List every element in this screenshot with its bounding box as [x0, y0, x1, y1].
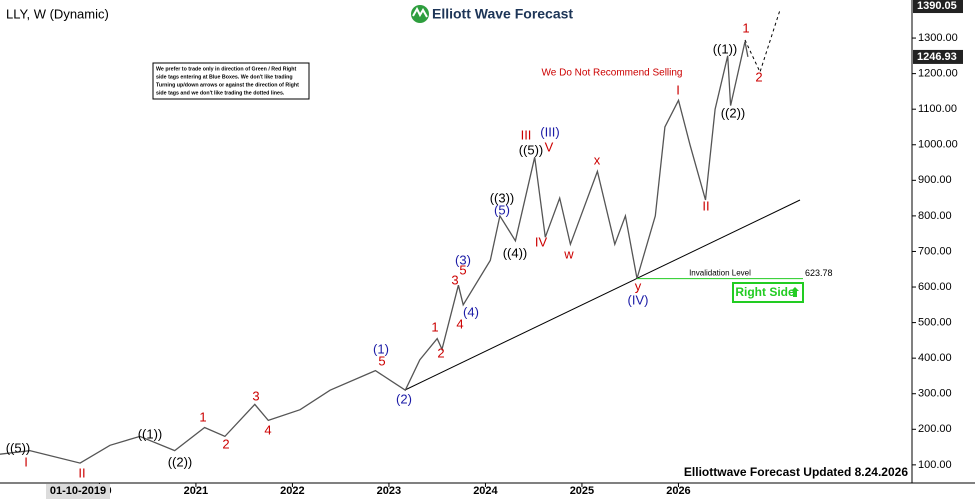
- note-box: We prefer to trade only in direction of …: [152, 62, 310, 100]
- wave-label: I: [24, 454, 28, 469]
- wave-label: 1: [199, 409, 206, 424]
- trend-line: [404, 199, 801, 391]
- y-tick-label: 1300.00: [918, 32, 958, 44]
- y-tick-label: 1000.00: [918, 139, 958, 151]
- y-tick-label: 700.00: [918, 245, 952, 257]
- wave-label: ((1)): [713, 41, 738, 56]
- price-marker-label: 1390.05: [917, 0, 957, 12]
- chart-title: LLY, W (Dynamic): [6, 6, 109, 21]
- price-marker: [913, 0, 963, 14]
- cursor-label: 01-10-2019: [50, 485, 106, 497]
- price-line: [0, 41, 749, 464]
- y-tick-label: 800.00: [918, 210, 952, 222]
- invalidation-value: 623.78: [805, 268, 833, 278]
- y-tick-label: 400.00: [918, 352, 952, 364]
- y-tick-label: 1100.00: [918, 103, 957, 115]
- wave-label: ((4)): [503, 245, 528, 260]
- wave-label: 5: [459, 262, 466, 277]
- y-tick-label: 100.00: [918, 459, 952, 471]
- logo: Elliott Wave Forecast: [411, 5, 573, 23]
- wave-label: 2: [755, 69, 762, 84]
- wave-label: ((5)): [6, 440, 31, 455]
- wave-label: 5: [378, 353, 385, 368]
- wave-label: 1: [431, 319, 438, 334]
- y-tick-label: 900.00: [918, 174, 952, 186]
- note-frame: [152, 62, 310, 100]
- wave-label: w: [563, 246, 574, 261]
- wave-label: III: [521, 127, 532, 142]
- logo-text: Elliott Wave Forecast: [432, 6, 573, 22]
- wave-label: 4: [264, 422, 271, 437]
- wave-label: I: [676, 82, 680, 97]
- side-tag-text: Right Side: [735, 285, 795, 299]
- x-tick-label: 2023: [377, 485, 401, 497]
- wave-label: 3: [252, 388, 259, 403]
- wave-label: ((2)): [721, 105, 746, 120]
- wave-label: V: [545, 139, 554, 154]
- wave-label: ((1)): [138, 426, 163, 441]
- wave-label: ((2)): [168, 454, 193, 469]
- wave-label: 3: [451, 272, 458, 287]
- warning-text: We Do Not Recommend Selling: [542, 68, 683, 79]
- wave-label: (3): [455, 252, 471, 267]
- wave-label: IV: [535, 234, 548, 249]
- x-tick-label: 2025: [570, 485, 594, 497]
- wave-label: II: [702, 198, 709, 213]
- side-tag-frame: [732, 282, 804, 303]
- logo-wave: [412, 6, 428, 18]
- wave-label: (III): [540, 124, 560, 139]
- note-line: side tags and we don't like trading the …: [156, 90, 285, 96]
- wave-label: II: [78, 465, 85, 480]
- y-tick-label: 1200.00: [918, 68, 958, 80]
- wave-label: x: [594, 152, 601, 167]
- y-tick-label: 500.00: [918, 316, 952, 328]
- wave-label: y: [635, 278, 642, 293]
- wave-label: ((5)): [519, 142, 544, 157]
- y-tick-label: 600.00: [918, 281, 952, 293]
- wave-label: ((3)): [490, 190, 515, 205]
- wave-label: 4: [456, 316, 463, 331]
- wave-label: (2): [396, 391, 412, 406]
- y-tick-label: 200.00: [918, 423, 952, 435]
- y-tick-label: 300.00: [918, 388, 952, 400]
- side-tag-arrow: [791, 287, 799, 297]
- x-tick-label: 2026: [666, 485, 690, 497]
- x-tick-label: 2021: [184, 485, 208, 497]
- x-tick-label: 2024: [473, 485, 498, 497]
- wave-label: (5): [494, 202, 510, 217]
- note-line: side tags entering at Blue Boxes. We don…: [156, 74, 293, 80]
- wave-label: 1: [742, 20, 749, 35]
- price-marker-label: 1246.93: [917, 51, 957, 63]
- x-tick-label: 2022: [280, 485, 304, 497]
- wave-label: 2: [437, 345, 444, 360]
- wave-label: (IV): [628, 292, 649, 307]
- price-marker: [913, 49, 963, 64]
- wave-label: (4): [463, 304, 479, 319]
- projection-path: [744, 9, 781, 74]
- cursor-label-box: [46, 484, 110, 499]
- footer-text: Elliottwave Forecast Updated 8.24.2026: [684, 465, 908, 479]
- note-line: We prefer to trade only in direction of …: [156, 66, 297, 72]
- wave-label: 2: [222, 436, 229, 451]
- invalidation-label: Invalidation Level: [689, 269, 751, 278]
- note-line: Turning up/down arrows or against the di…: [156, 82, 299, 88]
- side-tag: Right Side: [732, 282, 804, 303]
- wave-label: (1): [373, 341, 389, 356]
